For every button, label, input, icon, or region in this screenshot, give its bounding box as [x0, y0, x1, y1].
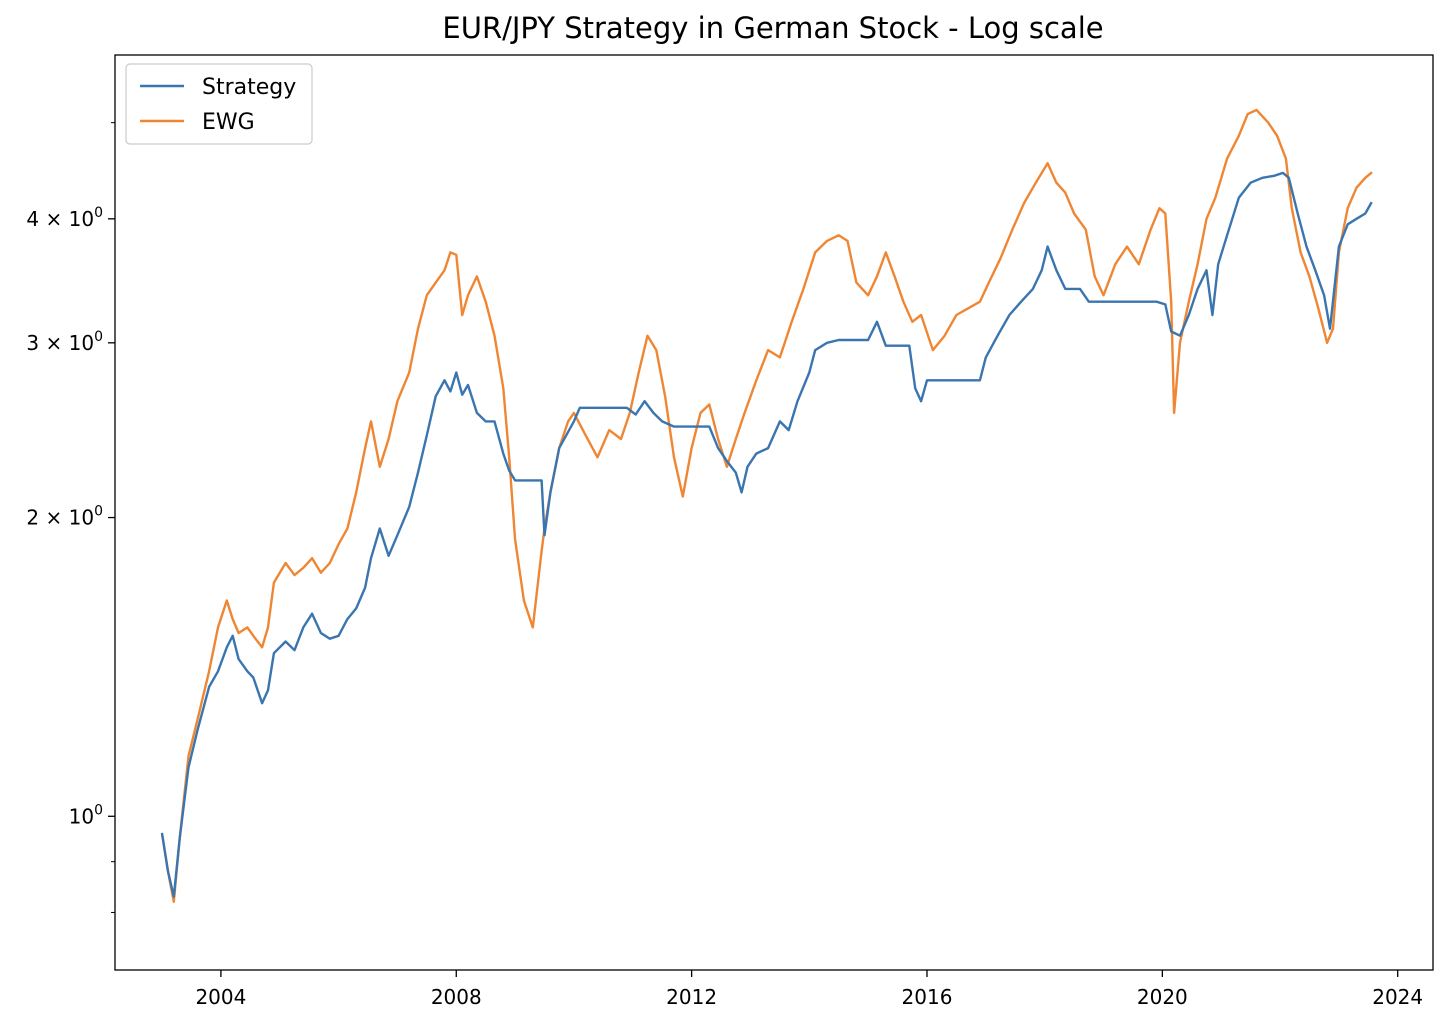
- chart-title: EUR/JPY Strategy in German Stock - Log s…: [442, 11, 1103, 45]
- legend-label-ewg: EWG: [202, 110, 255, 135]
- y-tick-label: 2 × 100: [26, 504, 103, 530]
- legend: Strategy EWG: [125, 63, 313, 145]
- y-tick-label: 4 × 100: [26, 205, 103, 231]
- y-tick-label: 3 × 100: [26, 329, 103, 355]
- axes-frame: [114, 54, 1434, 971]
- x-tick-label: 2016: [902, 985, 953, 1009]
- series-line-strategy: [160, 171, 1373, 898]
- legend-box: [125, 63, 313, 145]
- x-tick-label: 2004: [195, 985, 246, 1009]
- legend-label-strategy: Strategy: [202, 75, 296, 100]
- x-tick-label: 2020: [1137, 985, 1188, 1009]
- x-tick-label: 2012: [666, 985, 717, 1009]
- x-tick-label: 2008: [431, 985, 482, 1009]
- x-tick-label: 2024: [1372, 985, 1423, 1009]
- plot-area: [115, 55, 1433, 970]
- y-tick-label: 100: [69, 802, 103, 828]
